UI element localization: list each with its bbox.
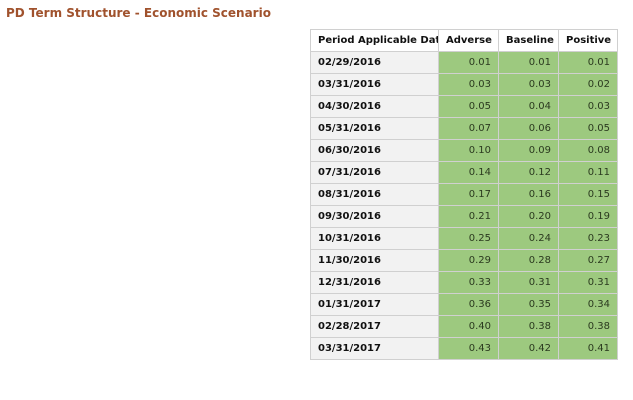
period-date-cell: 10/31/2016 [310,227,439,250]
positive-cell: 0.31 [558,271,618,294]
positive-cell: 0.27 [558,249,618,272]
period-date-cell: 03/31/2017 [310,337,439,360]
adverse-cell: 0.29 [438,249,499,272]
baseline-cell: 0.16 [498,183,559,206]
baseline-cell: 0.24 [498,227,559,250]
column-header-positive[interactable]: Positive [558,29,618,52]
baseline-cell: 0.06 [498,117,559,140]
adverse-cell: 0.03 [438,73,499,96]
period-date-cell: 02/28/2017 [310,315,439,338]
table-row: 02/28/2017 0.40 0.38 0.38 [310,315,618,338]
table-row: 02/29/2016 0.01 0.01 0.01 [310,51,618,74]
table-row: 06/30/2016 0.10 0.09 0.08 [310,139,618,162]
period-date-cell: 11/30/2016 [310,249,439,272]
positive-cell: 0.19 [558,205,618,228]
table-body: 02/29/2016 0.01 0.01 0.01 03/31/2016 0.03 0.03… [310,51,618,360]
table-row: 08/31/2016 0.17 0.16 0.15 [310,183,618,206]
adverse-cell: 0.07 [438,117,499,140]
period-date-cell: 02/29/2016 [310,51,439,74]
positive-cell: 0.11 [558,161,618,184]
positive-cell: 0.08 [558,139,618,162]
table-row: 12/31/2016 0.33 0.31 0.31 [310,271,618,294]
baseline-cell: 0.20 [498,205,559,228]
adverse-cell: 0.05 [438,95,499,118]
page-title: PD Term Structure - Economic Scenario [6,6,271,20]
table-row: 03/31/2016 0.03 0.03 0.02 [310,73,618,96]
baseline-cell: 0.01 [498,51,559,74]
table-header: Period Applicable Date Adverse Baseline … [310,29,618,52]
baseline-cell: 0.28 [498,249,559,272]
baseline-cell: 0.35 [498,293,559,316]
baseline-cell: 0.38 [498,315,559,338]
positive-cell: 0.23 [558,227,618,250]
period-date-cell: 01/31/2017 [310,293,439,316]
period-date-cell: 09/30/2016 [310,205,439,228]
table-row: 01/31/2017 0.36 0.35 0.34 [310,293,618,316]
positive-cell: 0.05 [558,117,618,140]
baseline-cell: 0.31 [498,271,559,294]
period-date-cell: 05/31/2016 [310,117,439,140]
column-header-adverse[interactable]: Adverse [438,29,499,52]
table-row: 11/30/2016 0.29 0.28 0.27 [310,249,618,272]
period-date-cell: 06/30/2016 [310,139,439,162]
baseline-cell: 0.09 [498,139,559,162]
adverse-cell: 0.14 [438,161,499,184]
header-row: Period Applicable Date Adverse Baseline … [310,29,618,52]
positive-cell: 0.34 [558,293,618,316]
adverse-cell: 0.21 [438,205,499,228]
positive-cell: 0.02 [558,73,618,96]
adverse-cell: 0.10 [438,139,499,162]
positive-cell: 0.38 [558,315,618,338]
column-header-baseline[interactable]: Baseline [498,29,559,52]
adverse-cell: 0.36 [438,293,499,316]
positive-cell: 0.41 [558,337,618,360]
adverse-cell: 0.33 [438,271,499,294]
adverse-cell: 0.01 [438,51,499,74]
table-row: 09/30/2016 0.21 0.20 0.19 [310,205,618,228]
adverse-cell: 0.25 [438,227,499,250]
adverse-cell: 0.43 [438,337,499,360]
period-date-cell: 12/31/2016 [310,271,439,294]
table-row: 04/30/2016 0.05 0.04 0.03 [310,95,618,118]
baseline-cell: 0.12 [498,161,559,184]
table-row: 03/31/2017 0.43 0.42 0.41 [310,337,618,360]
pd-term-structure-table: Period Applicable Date Adverse Baseline … [310,29,618,360]
table-row: 05/31/2016 0.07 0.06 0.05 [310,117,618,140]
positive-cell: 0.03 [558,95,618,118]
period-date-cell: 04/30/2016 [310,95,439,118]
baseline-cell: 0.42 [498,337,559,360]
baseline-cell: 0.04 [498,95,559,118]
positive-cell: 0.15 [558,183,618,206]
period-date-cell: 08/31/2016 [310,183,439,206]
positive-cell: 0.01 [558,51,618,74]
baseline-cell: 0.03 [498,73,559,96]
adverse-cell: 0.40 [438,315,499,338]
period-date-cell: 07/31/2016 [310,161,439,184]
table-row: 07/31/2016 0.14 0.12 0.11 [310,161,618,184]
adverse-cell: 0.17 [438,183,499,206]
column-header-period-date[interactable]: Period Applicable Date [310,29,439,52]
table-row: 10/31/2016 0.25 0.24 0.23 [310,227,618,250]
period-date-cell: 03/31/2016 [310,73,439,96]
